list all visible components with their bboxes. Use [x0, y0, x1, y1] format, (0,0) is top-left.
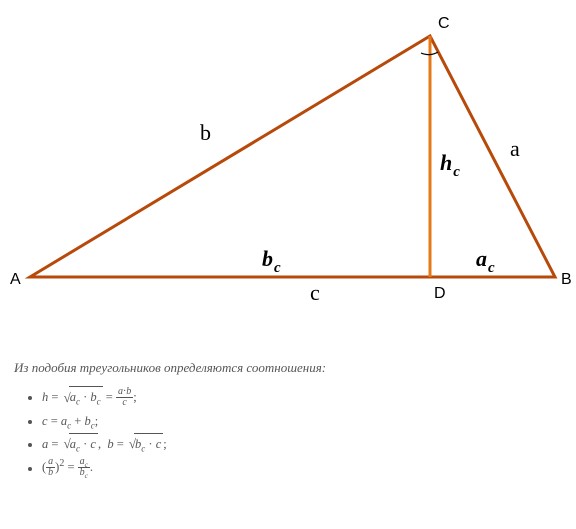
segment-label-hc: hc [440, 150, 460, 180]
intro-line: Из подобия треугольников определяются со… [14, 360, 562, 376]
formula-1: h = ac · bc = a·bc; [42, 386, 562, 409]
formula-2: c = ac + bc; [42, 411, 562, 431]
triangle-abc [30, 36, 555, 277]
triangle-svg: A B C D b a c hc bc ac [0, 0, 576, 330]
segment-label-ac: ac [476, 246, 495, 276]
vertex-label-d: D [434, 285, 446, 302]
segment-label-bc: bc [262, 246, 281, 276]
vertex-label-a: A [10, 271, 21, 288]
side-label-b: b [200, 120, 211, 145]
vertex-label-b: B [561, 271, 572, 288]
triangle-diagram: A B C D b a c hc bc ac [0, 0, 576, 330]
formula-list: h = ac · bc = a·bc; c = ac + bc; a = ac … [14, 386, 562, 479]
formula-3: a = ac · c, b = bc · c; [42, 433, 562, 455]
side-label-c: c [310, 280, 320, 305]
formula-4: (ab)2 = acbc. [42, 456, 562, 479]
vertex-label-c: C [438, 15, 450, 32]
side-label-a: a [510, 136, 520, 161]
explanation-text: Из подобия треугольников определяются со… [14, 360, 562, 481]
